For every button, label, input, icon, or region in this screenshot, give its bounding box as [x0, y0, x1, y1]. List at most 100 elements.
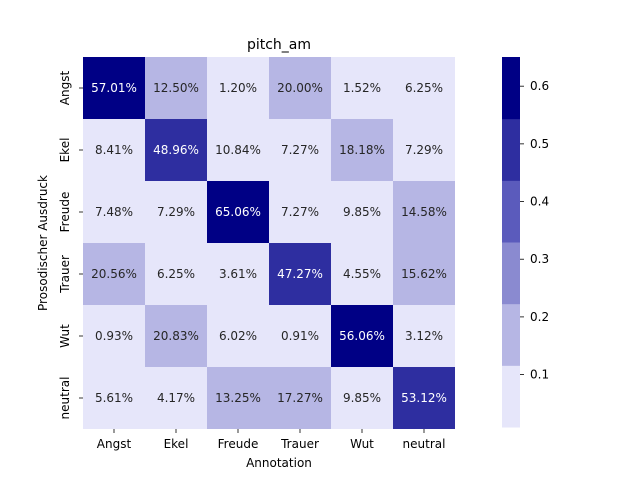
cell-value-label: 6.02% — [219, 329, 257, 343]
cell-value-label: 0.93% — [95, 329, 133, 343]
cell-value-label: 1.20% — [219, 81, 257, 95]
x-tick-label: Trauer — [280, 437, 319, 451]
heatmap-cell — [207, 119, 269, 181]
cell-value-label: 47.27% — [277, 267, 323, 281]
heatmap-cell — [331, 181, 393, 243]
colorbar-segment — [502, 57, 520, 120]
heatmap-cell — [393, 181, 455, 243]
y-tick-label: Trauer — [58, 255, 72, 294]
heatmap-cell — [83, 305, 145, 367]
heatmap-cell — [145, 181, 207, 243]
heatmap-cell — [83, 57, 145, 119]
cell-value-label: 57.01% — [91, 81, 137, 95]
cell-value-label: 56.06% — [339, 329, 385, 343]
cell-value-label: 7.29% — [157, 205, 195, 219]
colorbar-tick-label: 0.1 — [530, 368, 549, 382]
heatmap-cell — [145, 367, 207, 429]
heatmap-cell — [393, 119, 455, 181]
cell-value-label: 3.12% — [405, 329, 443, 343]
heatmap-cell — [207, 305, 269, 367]
cell-value-label: 7.27% — [281, 143, 319, 157]
heatmap-cell — [83, 243, 145, 305]
cell-value-label: 9.85% — [343, 391, 381, 405]
heatmap-cell — [145, 119, 207, 181]
cell-value-label: 13.25% — [215, 391, 261, 405]
heatmap-cell — [145, 243, 207, 305]
cell-value-label: 20.56% — [91, 267, 137, 281]
heatmap-cell — [393, 57, 455, 119]
cell-value-label: 6.25% — [405, 81, 443, 95]
heatmap-cell — [331, 367, 393, 429]
cell-value-label: 20.00% — [277, 81, 323, 95]
colorbar-segment — [502, 242, 520, 305]
cell-value-label: 18.18% — [339, 143, 385, 157]
heatmap-cell — [269, 367, 331, 429]
colorbar-tick-label: 0.4 — [530, 195, 549, 209]
heatmap-cell — [207, 181, 269, 243]
heatmap-cell — [145, 305, 207, 367]
heatmap-cell — [269, 181, 331, 243]
cell-value-label: 3.61% — [219, 267, 257, 281]
y-tick-label: Angst — [58, 71, 72, 106]
x-tick-label: Ekel — [164, 437, 189, 451]
y-axis-ticks: Angst Ekel Freude Trauer Wut neutral — [58, 71, 83, 420]
cell-value-label: 48.96% — [153, 143, 199, 157]
x-tick-label: Freude — [218, 437, 259, 451]
x-tick-label: Angst — [97, 437, 132, 451]
cell-value-label: 14.58% — [401, 205, 447, 219]
x-tick-label: Wut — [350, 437, 374, 451]
cell-value-label: 7.27% — [281, 205, 319, 219]
cell-value-label: 7.48% — [95, 205, 133, 219]
cell-value-label: 10.84% — [215, 143, 261, 157]
cell-value-label: 65.06% — [215, 205, 261, 219]
y-tick-label: Freude — [58, 192, 72, 233]
heatmap-cell — [83, 367, 145, 429]
x-axis-ticks: Angst Ekel Freude Trauer Wut neutral — [97, 429, 446, 451]
x-axis-label: Annotation — [246, 456, 312, 470]
heatmap-cell — [269, 305, 331, 367]
heatmap-cell — [393, 243, 455, 305]
cell-value-label: 7.29% — [405, 143, 443, 157]
heatmap-cell — [331, 243, 393, 305]
heatmap-cell-labels: 57.01% 12.50% 1.20% 20.00% 1.52% 6.25% 8.41% 48… — [91, 81, 447, 405]
y-tick-label: Ekel — [58, 138, 72, 163]
heatmap-cell — [83, 119, 145, 181]
cell-value-label: 4.17% — [157, 391, 195, 405]
cell-value-label: 12.50% — [153, 81, 199, 95]
colorbar-tick-label: 0.6 — [530, 79, 549, 93]
heatmap-cell — [393, 367, 455, 429]
cell-value-label: 20.83% — [153, 329, 199, 343]
colorbar-tick-label: 0.3 — [530, 252, 549, 266]
colorbar-segment — [502, 365, 520, 428]
heatmap-cell — [331, 119, 393, 181]
heatmap-cell — [393, 305, 455, 367]
heatmap-cell — [331, 305, 393, 367]
cell-value-label: 53.12% — [401, 391, 447, 405]
cell-value-label: 15.62% — [401, 267, 447, 281]
colorbar-segment — [502, 118, 520, 181]
y-axis-label: Prosodischer Ausdruck — [36, 175, 50, 311]
x-tick-label: neutral — [403, 437, 446, 451]
cell-value-label: 6.25% — [157, 267, 195, 281]
colorbar-segment — [502, 180, 520, 243]
cell-value-label: 5.61% — [95, 391, 133, 405]
heatmap-cell — [207, 243, 269, 305]
heatmap-cells — [83, 57, 455, 429]
y-tick-label: Wut — [58, 324, 72, 348]
cell-value-label: 4.55% — [343, 267, 381, 281]
cell-value-label: 8.41% — [95, 143, 133, 157]
cell-value-label: 1.52% — [343, 81, 381, 95]
heatmap-cell — [269, 57, 331, 119]
heatmap-cell — [207, 367, 269, 429]
heatmap-cell — [207, 57, 269, 119]
heatmap-cell — [331, 57, 393, 119]
cell-value-label: 17.27% — [277, 391, 323, 405]
colorbar-tick-label: 0.2 — [530, 310, 549, 324]
cell-value-label: 9.85% — [343, 205, 381, 219]
colorbar-tick-label: 0.5 — [530, 137, 549, 151]
y-tick-label: neutral — [58, 377, 72, 420]
chart-title: pitch_am — [247, 37, 311, 53]
heatmap-cell — [269, 243, 331, 305]
